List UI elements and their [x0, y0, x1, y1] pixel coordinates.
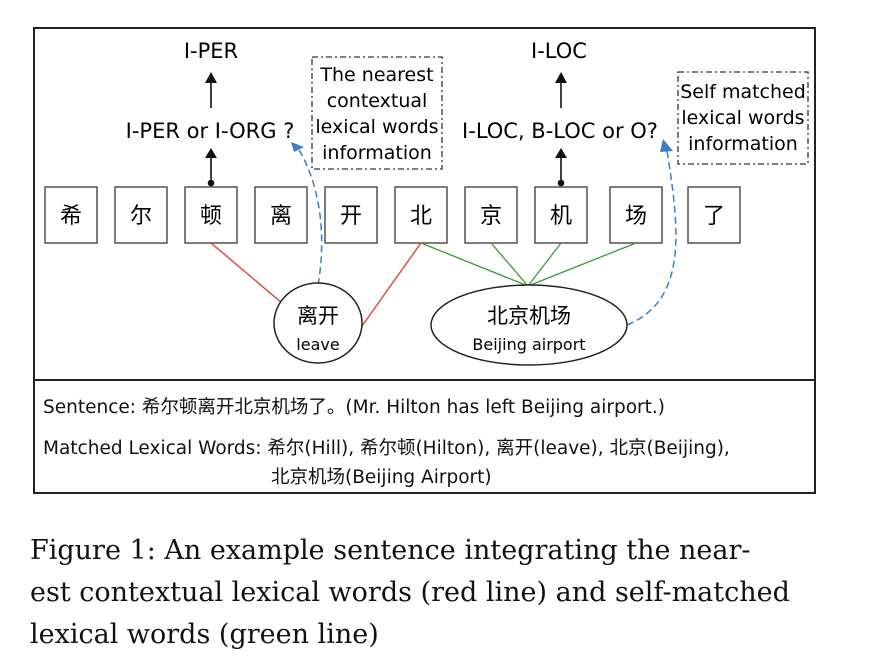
- char-4: 离: [270, 204, 292, 229]
- blue-arrowhead-right: [660, 139, 673, 152]
- label-i-per-or-i-org: I-PER or I-ORG ?: [126, 119, 295, 143]
- blue-dashed-curve-left: [295, 144, 323, 286]
- arrowhead-1: [205, 148, 217, 158]
- word-leave-en: leave: [296, 335, 339, 354]
- char-8: 机: [550, 204, 572, 229]
- word-node-leave: [273, 282, 363, 364]
- matched-line-2: 北京机场(Beijing Airport): [271, 463, 492, 489]
- char-box-5: [324, 186, 378, 244]
- green-line-2: [490, 242, 529, 287]
- self-note-line-1: Self matched: [680, 81, 806, 103]
- green-line-4: [527, 242, 637, 287]
- caption-line-1: Figure 1: An example sentence integratin…: [30, 535, 751, 566]
- char-box-3: [184, 186, 238, 244]
- char-2: 尔: [130, 204, 152, 229]
- char-box-4: [254, 186, 308, 244]
- green-line-1: [420, 242, 529, 287]
- char-3: 顿: [200, 204, 222, 229]
- char-box-9: [609, 186, 663, 244]
- word-leave-zh: 离开: [297, 304, 339, 328]
- nearest-note-line-1: The nearest: [319, 64, 433, 86]
- nearest-note-box: [311, 56, 443, 170]
- char-box-1: [44, 186, 98, 244]
- self-matched-note-box: [677, 71, 809, 165]
- matched-line-1: Matched Lexical Words: 希尔(Hill), 希尔顿(Hil…: [43, 434, 730, 460]
- label-i-loc-options: I-LOC, B-LOC or O?: [462, 119, 658, 143]
- matched-text-2: 北京机场(Beijing Airport): [271, 467, 492, 488]
- lexical-diagram: 希 尔 顿 离 开 北 京 机 场 了 I-PER I-PER or I-ORG…: [33, 27, 816, 381]
- word-node-airport: [430, 284, 628, 366]
- arrowhead-2: [205, 72, 217, 83]
- diagram-frame: [33, 27, 816, 381]
- matched-label: Matched Lexical Words:: [43, 438, 262, 459]
- char-1: 希: [60, 204, 82, 229]
- green-line-3: [527, 242, 562, 287]
- blue-dashed-curve-right: [626, 144, 677, 326]
- caption-line-3: lexical words (green line): [30, 619, 379, 650]
- nearest-note-line-4: information: [322, 142, 432, 164]
- red-line-left: [210, 242, 283, 304]
- nearest-note-line-3: lexical words: [315, 116, 438, 138]
- sentence-text: 希尔顿离开北京机场了。(Mr. Hilton has left Beijing …: [141, 397, 665, 418]
- caption-line-2: est contextual lexical words (red line) …: [30, 577, 790, 608]
- green-lines: [420, 242, 637, 287]
- arrowhead-3: [555, 148, 567, 158]
- char-10: 了: [703, 204, 725, 229]
- char-box-2: [114, 186, 168, 244]
- char-box-10: [687, 186, 741, 244]
- char-box-8: [534, 186, 588, 244]
- char-box-6: [394, 186, 448, 244]
- char-7: 京: [480, 204, 502, 229]
- sentence-label: Sentence:: [43, 397, 136, 418]
- char-9: 场: [625, 204, 647, 229]
- sentence-panel: Sentence: 希尔顿离开北京机场了。(Mr. Hilton has lef…: [33, 380, 816, 494]
- right-arrows: [555, 72, 567, 187]
- self-note-line-2: lexical words: [681, 107, 804, 129]
- blue-arrowhead-left: [291, 142, 304, 152]
- matched-text-1: 希尔(Hill), 希尔顿(Hilton), 离开(leave), 北京(Bei…: [267, 438, 730, 459]
- char-6: 北: [410, 204, 432, 229]
- sentence-line: Sentence: 希尔顿离开北京机场了。(Mr. Hilton has lef…: [43, 393, 665, 419]
- figure-caption: Figure 1: An example sentence integratin…: [30, 530, 820, 656]
- label-i-per: I-PER: [184, 39, 238, 63]
- char-box-7: [464, 186, 518, 244]
- nearest-note-line-2: contextual: [327, 90, 428, 112]
- arrowhead-4: [555, 72, 567, 83]
- left-arrows: [205, 72, 217, 187]
- red-line-right: [361, 242, 422, 327]
- word-airport-zh: 北京机场: [487, 304, 571, 328]
- word-airport-en: Beijing airport: [472, 335, 585, 354]
- char-5: 开: [340, 204, 362, 229]
- self-note-line-3: information: [688, 133, 798, 155]
- label-i-loc: I-LOC: [531, 39, 587, 63]
- character-row: 希 尔 顿 离 开 北 京 机 场 了: [44, 186, 741, 244]
